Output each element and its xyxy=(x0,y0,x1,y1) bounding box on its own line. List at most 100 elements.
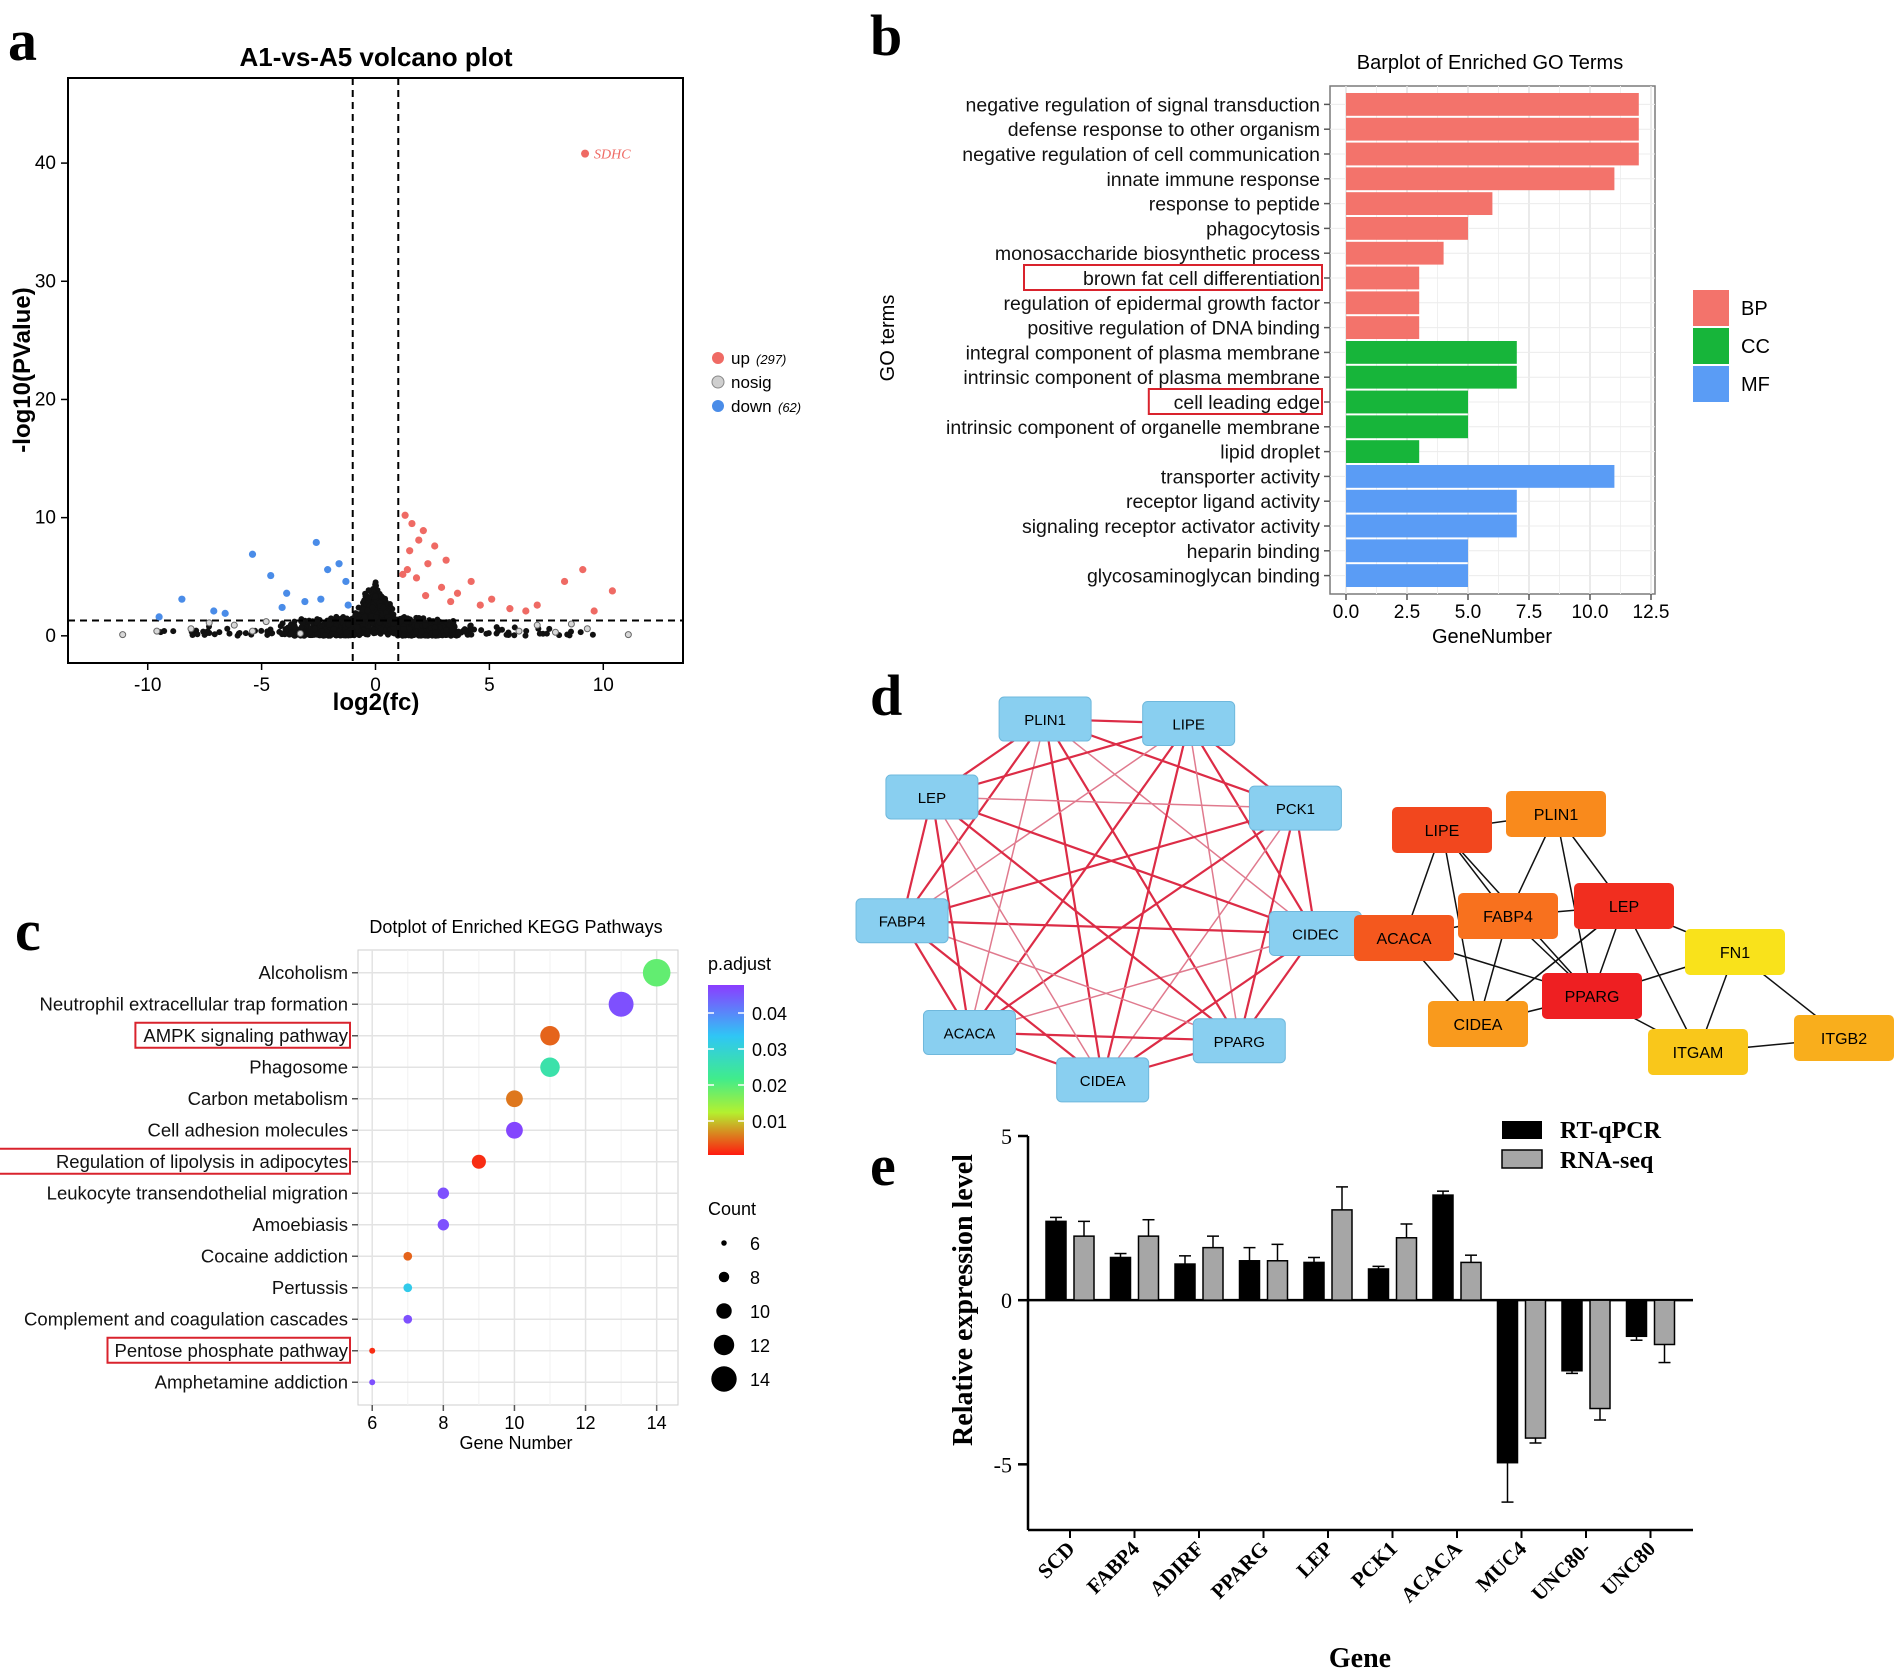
left-edge xyxy=(931,795,1316,935)
volcano-title: A1-vs-A5 volcano plot xyxy=(239,42,512,72)
volcano-legend: up (297) nosig down (62) xyxy=(711,349,801,416)
qpcr-bar-rnaseq xyxy=(1331,1209,1353,1301)
volcano-down-point xyxy=(344,601,352,609)
kegg-x-axis: 6 8 10 12 14 xyxy=(367,1405,667,1433)
kegg-xtick-label: 6 xyxy=(367,1413,377,1433)
count-legend-dot xyxy=(721,1240,727,1246)
right-node-label: FN1 xyxy=(1720,945,1750,962)
count-legend-dot xyxy=(711,1366,737,1392)
padj-ticks: 0.04 0.03 0.02 0.01 xyxy=(708,1004,787,1132)
left-edge xyxy=(1187,723,1241,1041)
volcano-nosig-point xyxy=(372,614,379,621)
volcano-nosig-edge-point xyxy=(262,618,270,626)
volcano-ytick-label: 30 xyxy=(35,271,56,292)
volcano-xtick-label: -10 xyxy=(134,675,161,696)
left-edge xyxy=(901,718,1047,922)
kegg-frame xyxy=(357,949,679,1406)
kegg-dot xyxy=(540,1057,560,1077)
volcano-up-point xyxy=(488,595,496,603)
qpcr-gene-label: ACACA xyxy=(1396,1536,1467,1607)
volcano-nosig-point xyxy=(546,625,553,632)
volcano-nosig-point xyxy=(390,624,397,631)
volcano-nosig-point xyxy=(365,595,372,602)
sdhc-point xyxy=(581,149,590,158)
go-bar xyxy=(1346,291,1420,315)
go-category-label: response to peptide xyxy=(1149,194,1320,216)
right-node-fabp4 xyxy=(1458,893,1558,939)
left-edge xyxy=(968,718,1046,1033)
kegg-highlight-box xyxy=(134,1021,351,1049)
volcano-ylabel: -log10(PValue) xyxy=(9,287,36,452)
left-node-label: PCK1 xyxy=(1276,801,1315,818)
volcano-ytick-label: 40 xyxy=(35,153,56,174)
volcano-nosig-point xyxy=(522,632,529,639)
volcano-nosig-point xyxy=(224,625,231,632)
volcano-up-point xyxy=(401,511,409,519)
kegg-dot xyxy=(403,1283,413,1293)
go-category-label: cell leading edge xyxy=(1174,392,1320,414)
volcano-down-point xyxy=(324,566,332,574)
qpcr-gene-label: PCK1 xyxy=(1346,1537,1402,1593)
volcano-nosig-point xyxy=(267,626,274,633)
kegg-category-label: Carbon metabolism xyxy=(188,1088,348,1109)
go-category-label: innate immune response xyxy=(1106,169,1320,191)
go-barplot: Barplot of Enriched GO Terms negative re… xyxy=(877,52,1770,648)
volcano-nosig-point xyxy=(413,628,420,635)
volcano-nosig-point xyxy=(372,579,379,586)
volcano-y-axis: 0 10 20 30 40 xyxy=(35,153,68,647)
go-category-label: lipid droplet xyxy=(1220,442,1320,464)
volcano-nosig-point xyxy=(306,629,313,636)
legend-nosig-dot xyxy=(711,375,725,389)
volcano-up-point xyxy=(431,542,439,550)
left-node-label: ACACA xyxy=(944,1025,996,1042)
volcano-down-point xyxy=(283,589,291,597)
count-legend-title: Count xyxy=(708,1199,756,1219)
go-bar xyxy=(1346,440,1420,464)
panel-letter-c: c xyxy=(15,898,41,963)
volcano-up-point xyxy=(403,566,411,574)
right-node-itgam xyxy=(1648,1029,1748,1075)
kegg-xtick-label: 8 xyxy=(438,1413,448,1433)
go-xtick-label: 5.0 xyxy=(1455,602,1481,623)
go-legend-swatch xyxy=(1693,328,1729,364)
volcano-up-point xyxy=(399,570,407,578)
go-category-label: intrinsic component of organelle membran… xyxy=(946,417,1320,439)
right-edge xyxy=(1623,905,1699,1053)
volcano-nosig-point xyxy=(564,631,571,638)
volcano-up-point xyxy=(406,547,414,555)
go-legend: BP CC MF xyxy=(1693,290,1770,402)
qpcr-ytick-label: 0 xyxy=(1001,1288,1012,1313)
qpcr-gene-label: PPARG xyxy=(1206,1537,1273,1604)
volcano-nosig-point xyxy=(432,629,439,636)
kegg-xtick-label: 12 xyxy=(576,1413,596,1433)
go-category-label: negative regulation of signal transducti… xyxy=(966,94,1321,116)
volcano-nosig-point xyxy=(189,631,196,638)
volcano-down-point xyxy=(210,607,218,615)
qpcr-bar-rtqpcr xyxy=(1238,1260,1261,1301)
left-node-label: FABP4 xyxy=(879,914,926,931)
volcano-xtick-label: 10 xyxy=(593,675,614,696)
go-bar xyxy=(1346,266,1420,290)
volcano-nosig-point xyxy=(170,628,177,635)
volcano-nosig-point xyxy=(536,630,543,637)
kegg-dot xyxy=(437,1187,450,1199)
qpcr-ytick-label: -5 xyxy=(994,1452,1012,1477)
volcano-nosig-point xyxy=(279,620,286,627)
left-node-plin1 xyxy=(998,696,1092,742)
volcano-xtick-label: -5 xyxy=(253,675,270,696)
volcano-up-point xyxy=(447,597,455,606)
kegg-category-label: Complement and coagulation cascades xyxy=(24,1308,348,1329)
count-legend-dot xyxy=(716,1303,732,1319)
panel-letter-a: a xyxy=(8,8,37,73)
right-node-pparg xyxy=(1542,973,1642,1019)
volcano-nosig-point xyxy=(216,629,223,636)
volcano-up-point xyxy=(415,536,423,544)
padj-colorbar xyxy=(708,985,744,1155)
qpcr-bar-rtqpcr xyxy=(1367,1268,1390,1301)
left-edge xyxy=(969,932,1316,1034)
volcano-nosig-point xyxy=(336,628,343,635)
volcano-nosig-point xyxy=(511,632,518,639)
left-edge xyxy=(1101,723,1190,1081)
left-edge xyxy=(901,919,1104,1081)
